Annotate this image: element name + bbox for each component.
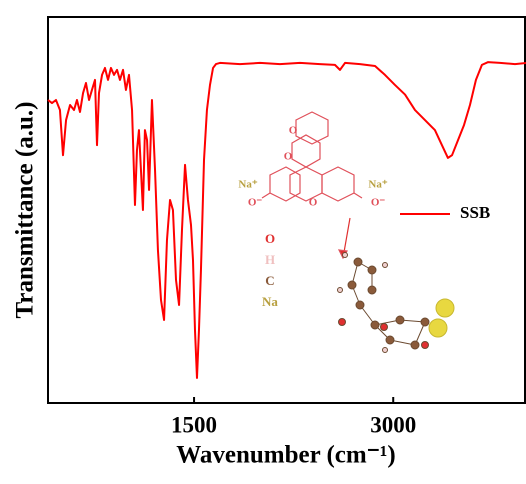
ball-model bbox=[338, 253, 455, 353]
annotation: Na⁺ bbox=[238, 179, 257, 191]
structure bbox=[262, 112, 362, 258]
y-axis-label: Transmittance (a.u.) bbox=[12, 102, 39, 319]
annotation: Na⁺ bbox=[368, 179, 387, 191]
annotation: O⁻ bbox=[248, 197, 263, 209]
annotation: O⁻ bbox=[371, 197, 386, 209]
x-axis-label: Wavenumber (cm⁻¹) bbox=[176, 442, 396, 469]
annotation: O bbox=[289, 125, 298, 137]
annotation: O bbox=[284, 151, 293, 163]
spectrum-line bbox=[48, 62, 526, 378]
atom-key: H bbox=[265, 252, 275, 267]
legend-label: SSB bbox=[460, 203, 490, 222]
plot-frame bbox=[48, 17, 525, 403]
annotation: O bbox=[309, 197, 318, 209]
x-tick-label: 3000 bbox=[370, 412, 416, 437]
x-tick-label: 1500 bbox=[171, 412, 217, 437]
atom-key: C bbox=[265, 273, 274, 288]
atom-key: O bbox=[265, 231, 275, 246]
atom-key: Na bbox=[262, 294, 278, 309]
chart: Wavenumber (cm⁻¹) Transmittance (a.u.) O… bbox=[0, 0, 526, 479]
